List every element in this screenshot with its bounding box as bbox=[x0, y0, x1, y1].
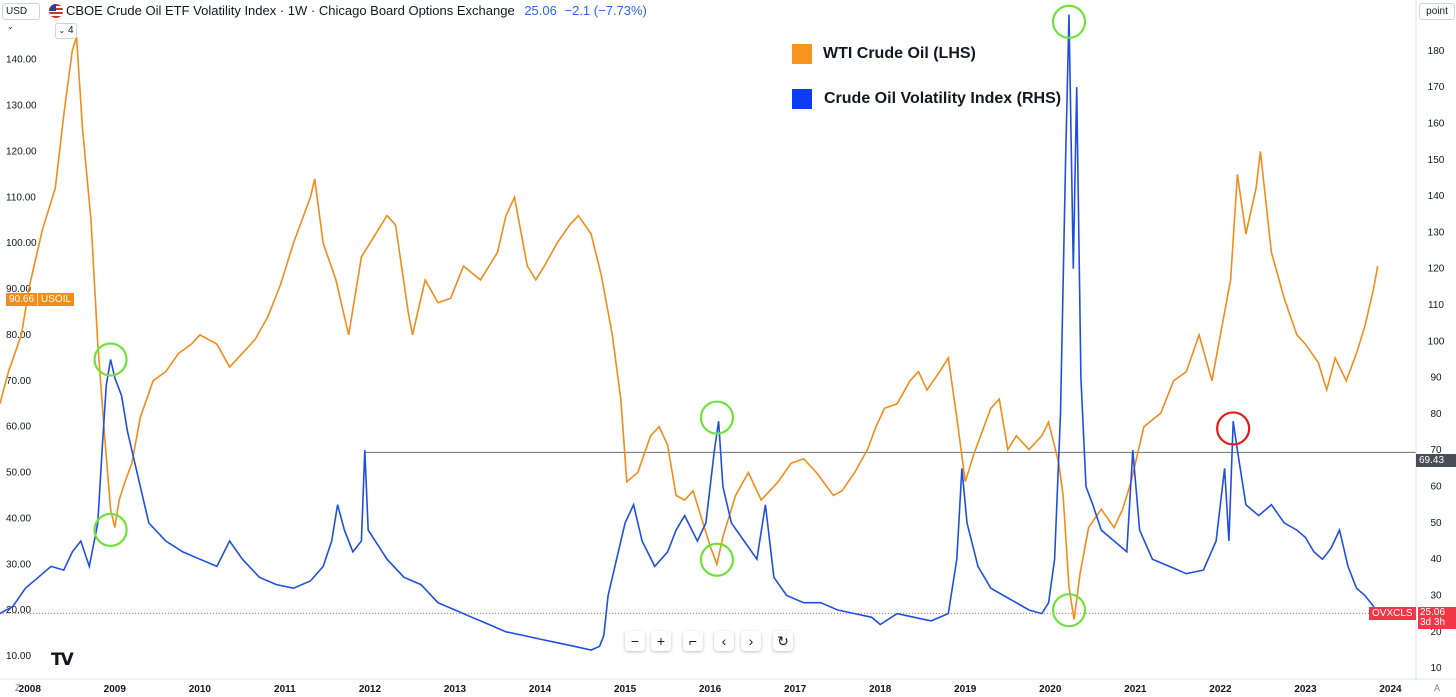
right-tick-label: 40 bbox=[1430, 554, 1442, 565]
right-tick-label: 120 bbox=[1428, 264, 1445, 275]
right-tick-label: 170 bbox=[1428, 82, 1445, 93]
scale-mode-label: point bbox=[1426, 6, 1448, 17]
scale-mode-button[interactable]: point bbox=[1419, 3, 1455, 20]
right-tick-label: 50 bbox=[1430, 518, 1442, 529]
hline-value-tag: 69.43 bbox=[1416, 454, 1456, 467]
right-tick-label: 160 bbox=[1428, 118, 1445, 129]
right-tick-label: 180 bbox=[1428, 46, 1445, 57]
zoom-in-button[interactable]: + bbox=[651, 631, 671, 651]
x-tick-label: 2020 bbox=[1039, 684, 1062, 695]
last-value: 25.06 bbox=[524, 3, 557, 18]
ovx-volatility-line bbox=[0, 14, 1379, 651]
x-tick-label: 2015 bbox=[614, 684, 637, 695]
x-tick-label: 2021 bbox=[1124, 684, 1147, 695]
left-tick-label: 130.00 bbox=[6, 101, 37, 112]
red-highlight-circle bbox=[1216, 411, 1251, 446]
left-tick-label: 20.00 bbox=[6, 605, 31, 616]
green-highlight-circle bbox=[1051, 593, 1087, 628]
auto-scale-button[interactable]: A bbox=[1434, 683, 1441, 693]
right-tick-label: 110 bbox=[1428, 300, 1444, 311]
currency-label: USD bbox=[6, 6, 28, 17]
x-tick-label: 2016 bbox=[699, 684, 722, 695]
ovx-tag-countdown: 3d 3h bbox=[1420, 617, 1446, 628]
currency-select[interactable]: USD ⌄ bbox=[2, 3, 40, 31]
indicators-toggle[interactable]: ⌄ 4 bbox=[55, 23, 77, 39]
left-tick-label: 90.00 bbox=[6, 284, 31, 295]
left-tick-label: 30.00 bbox=[6, 559, 31, 570]
x-tick-label: 2008 bbox=[19, 684, 42, 695]
right-tick-label: 100 bbox=[1428, 336, 1445, 347]
left-tick-label: 10.00 bbox=[6, 651, 31, 662]
right-tick-label: 60 bbox=[1430, 482, 1442, 493]
green-highlight-circle bbox=[1051, 4, 1087, 39]
ovx-series-tag: OVXCLS bbox=[1369, 607, 1416, 620]
chevron-down-icon: ⌄ bbox=[7, 22, 14, 31]
chevron-down-icon: ⌄ bbox=[58, 26, 66, 35]
tradingview-logo: TV bbox=[51, 650, 74, 670]
left-tick-label: 100.00 bbox=[6, 238, 37, 249]
x-axis: 2008 2009 2010 2011 2012 2013 2014 2015 2016 2017… bbox=[19, 684, 1402, 695]
x-tick-label: 2017 bbox=[784, 684, 807, 695]
left-tick-label: 140.00 bbox=[6, 55, 37, 66]
left-tick-label: 110.00 bbox=[6, 192, 36, 203]
right-tick-label: 130 bbox=[1428, 227, 1445, 238]
green-highlight-circle bbox=[699, 400, 735, 435]
right-tick-label: 70 bbox=[1430, 445, 1442, 456]
scroll-left-button[interactable]: ‹ bbox=[714, 631, 734, 651]
reset-chart-button[interactable]: ↻ bbox=[773, 631, 793, 651]
usoil-tag: 90.66 USOIL bbox=[6, 293, 75, 306]
x-tick-label: 2019 bbox=[954, 684, 977, 695]
right-tick-label: 90 bbox=[1430, 373, 1442, 384]
x-tick-label: 2012 bbox=[359, 684, 382, 695]
left-tick-label: 50.00 bbox=[6, 468, 31, 479]
right-axis: 10 20 30 40 50 60 70 80 90 100 110 120 130 140 150 160 1… bbox=[1428, 10, 1445, 675]
green-highlight-circle bbox=[93, 342, 128, 377]
zoom-out-button[interactable]: − bbox=[625, 631, 645, 651]
indicator-count: 4 bbox=[67, 25, 74, 36]
green-highlight-circle bbox=[699, 542, 735, 577]
reset-scale-button[interactable]: ⌐ bbox=[683, 631, 703, 651]
right-tick-label: 150 bbox=[1428, 155, 1445, 166]
ovx-legend-label: Crude Oil Volatility Index (RHS) bbox=[824, 90, 1062, 107]
wti-crude-oil-line bbox=[0, 36, 1379, 620]
right-tick-label: 30 bbox=[1430, 590, 1442, 601]
left-tick-label: 60.00 bbox=[6, 422, 31, 433]
right-tick-label: 140 bbox=[1428, 191, 1445, 202]
timezone-button[interactable]: Z bbox=[15, 683, 21, 693]
chart-title: CBOE Crude Oil ETF Volatility Index · 1W… bbox=[66, 3, 515, 18]
ovx-legend-swatch bbox=[792, 89, 812, 109]
x-tick-label: 2023 bbox=[1294, 684, 1317, 695]
x-tick-label: 2011 bbox=[274, 684, 296, 695]
x-tick-label: 2024 bbox=[1379, 684, 1402, 695]
x-tick-label: 2013 bbox=[444, 684, 467, 695]
ovx-value-tag: 25.06 3d 3h bbox=[1418, 607, 1456, 629]
ovx-tag-value: 25.06 bbox=[1420, 607, 1446, 618]
right-tick-label: 20 bbox=[1430, 627, 1442, 638]
left-tick-label: 40.00 bbox=[6, 513, 31, 524]
right-tick-label: 10 bbox=[1430, 663, 1442, 674]
wti-legend-label: WTI Crude Oil (LHS) bbox=[823, 45, 976, 62]
highlight-circles bbox=[93, 4, 1251, 628]
left-tick-label: 80.00 bbox=[6, 330, 31, 341]
x-tick-label: 2022 bbox=[1209, 684, 1232, 695]
wti-legend-swatch bbox=[792, 44, 812, 64]
left-tick-label: 70.00 bbox=[6, 376, 31, 387]
left-tick-label: 120.00 bbox=[6, 146, 37, 157]
scroll-right-button[interactable]: › bbox=[741, 631, 761, 651]
right-tick-label: 80 bbox=[1430, 409, 1442, 420]
usoil-tag-value: 90.66 bbox=[9, 294, 35, 305]
green-highlight-circle bbox=[93, 512, 128, 547]
x-tick-label: 2010 bbox=[189, 684, 212, 695]
x-tick-label: 2014 bbox=[529, 684, 552, 695]
left-axis: 10.00 20.00 30.00 40.00 50.00 60.00 70.00 80.00… bbox=[6, 9, 37, 662]
x-tick-label: 2018 bbox=[869, 684, 892, 695]
x-tick-label: 2009 bbox=[104, 684, 127, 695]
change-value: −2.1 (−7.73%) bbox=[564, 3, 647, 18]
usoil-tag-name: USOIL bbox=[37, 293, 74, 306]
us-flag-icon bbox=[49, 4, 63, 18]
